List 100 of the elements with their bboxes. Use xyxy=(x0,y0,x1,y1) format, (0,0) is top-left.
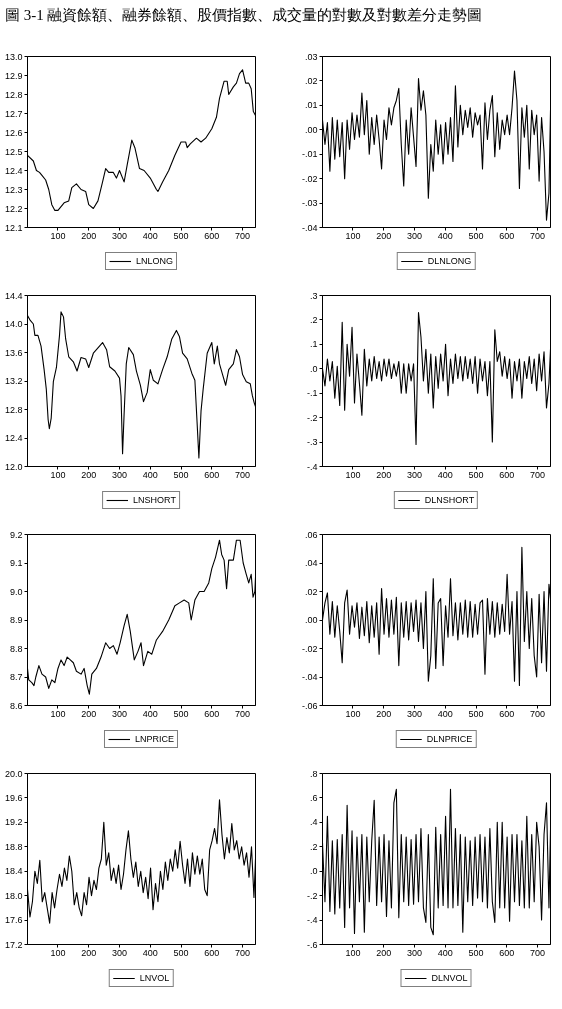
y-tick-label: 12.8 xyxy=(4,89,23,100)
y-tick-label: 12.4 xyxy=(4,433,23,443)
y-tick-label: 20.0 xyxy=(4,768,23,779)
y-tick-label: .06 xyxy=(304,529,318,540)
x-tick-label: 400 xyxy=(142,947,158,958)
y-tick-label: 18.4 xyxy=(4,866,23,877)
x-tick-label: 700 xyxy=(530,708,546,719)
y-tick-label: .0 xyxy=(309,866,318,877)
y-tick-label: .2 xyxy=(309,314,318,325)
y-tick-label: .00 xyxy=(304,124,318,135)
x-tick-label: 500 xyxy=(468,230,484,241)
x-tick-label: 100 xyxy=(50,947,66,958)
x-tick-label: 600 xyxy=(204,947,220,958)
x-tick-label: 400 xyxy=(142,469,158,480)
y-tick-label: 19.6 xyxy=(4,792,23,803)
x-tick-label: 600 xyxy=(499,469,515,480)
x-tick-label: 300 xyxy=(111,708,128,719)
y-tick-label: -.06 xyxy=(301,700,318,711)
x-tick-label: 600 xyxy=(499,947,515,958)
x-tick-label: 200 xyxy=(376,708,392,719)
x-tick-label: 700 xyxy=(530,469,546,480)
x-tick-label: 400 xyxy=(437,230,453,241)
y-tick-label: .0 xyxy=(309,363,318,374)
y-tick-label: 8.7 xyxy=(9,672,23,682)
y-tick-label: -.02 xyxy=(301,173,318,184)
x-tick-label: 400 xyxy=(437,708,453,719)
x-tick-label: 300 xyxy=(111,947,128,958)
y-tick-label: .8 xyxy=(309,768,318,779)
y-tick-label: 12.9 xyxy=(4,70,23,81)
y-tick-label: 12.5 xyxy=(4,146,23,157)
y-tick-label: -.2 xyxy=(307,890,318,901)
y-tick-label: -.2 xyxy=(307,412,318,423)
y-tick-label: .1 xyxy=(309,339,318,350)
x-tick-label: 300 xyxy=(406,230,423,241)
x-tick-label: 100 xyxy=(345,230,361,241)
legend-label: LNLONG xyxy=(135,256,174,266)
x-tick-label: 100 xyxy=(50,708,66,719)
x-tick-label: 200 xyxy=(81,469,97,480)
y-tick-label: 13.6 xyxy=(4,347,23,358)
x-tick-label: 100 xyxy=(50,469,66,480)
x-tick-label: 100 xyxy=(50,230,66,241)
y-tick-label: 18.8 xyxy=(4,841,23,852)
y-tick-label: 12.6 xyxy=(4,127,23,138)
x-tick-label: 700 xyxy=(530,947,546,958)
y-tick-label: 13.2 xyxy=(4,376,23,386)
x-tick-label: 200 xyxy=(81,230,97,241)
y-tick-label: 13.0 xyxy=(4,51,23,62)
x-tick-label: 600 xyxy=(204,230,220,241)
y-tick-label: 8.6 xyxy=(9,700,23,711)
x-tick-label: 500 xyxy=(173,708,189,719)
x-tick-label: 200 xyxy=(81,947,97,958)
y-tick-label: 8.9 xyxy=(9,615,23,625)
y-tick-label: 17.2 xyxy=(4,939,23,950)
y-tick-label: -.1 xyxy=(307,388,318,399)
x-tick-label: 600 xyxy=(499,230,515,241)
y-tick-label: 12.4 xyxy=(4,165,23,176)
x-tick-label: 700 xyxy=(235,469,251,480)
y-tick-label: 12.1 xyxy=(4,222,23,233)
y-tick-label: -.04 xyxy=(301,672,318,682)
x-tick-label: 400 xyxy=(437,469,453,480)
x-tick-label: 300 xyxy=(406,708,423,719)
legend-label: DLNPRICE xyxy=(426,734,473,744)
x-tick-label: 300 xyxy=(406,947,423,958)
x-tick-label: 700 xyxy=(235,708,251,719)
y-tick-label: .03 xyxy=(304,51,318,62)
x-tick-label: 700 xyxy=(530,230,546,241)
x-tick-label: 600 xyxy=(499,708,515,719)
legend-label: DLNSHORT xyxy=(424,495,475,505)
y-tick-label: .01 xyxy=(304,100,318,111)
x-tick-label: 200 xyxy=(376,230,392,241)
x-tick-label: 700 xyxy=(235,230,251,241)
y-tick-label: -.04 xyxy=(301,222,318,233)
y-tick-label: 19.2 xyxy=(4,817,23,828)
x-tick-label: 500 xyxy=(468,947,484,958)
x-tick-label: 300 xyxy=(111,469,128,480)
x-tick-label: 400 xyxy=(142,708,158,719)
y-tick-label: 9.0 xyxy=(9,586,23,597)
y-tick-label: .02 xyxy=(304,586,318,597)
y-tick-label: 12.8 xyxy=(4,404,23,415)
y-tick-label: .6 xyxy=(309,792,318,803)
legend-label: LNSHORT xyxy=(133,495,176,505)
y-tick-label: -.4 xyxy=(307,461,318,472)
y-tick-label: 8.8 xyxy=(9,643,23,654)
x-tick-label: 600 xyxy=(204,708,220,719)
y-tick-label: .2 xyxy=(309,841,318,852)
x-tick-label: 300 xyxy=(111,230,128,241)
legend-label: DLNVOL xyxy=(431,973,468,983)
y-tick-label: .4 xyxy=(309,817,318,828)
x-tick-label: 600 xyxy=(204,469,220,480)
y-tick-label: -.03 xyxy=(301,198,318,209)
x-tick-label: 400 xyxy=(142,230,158,241)
y-tick-label: .3 xyxy=(309,290,318,301)
x-tick-label: 500 xyxy=(173,230,189,241)
y-tick-label: 12.0 xyxy=(4,461,23,472)
y-tick-label: .02 xyxy=(304,75,318,86)
chart-title: 圖 3-1 融資餘額、融券餘額、股價指數、成交量的對數及對數差分走勢圖 xyxy=(5,6,483,25)
y-tick-label: -.3 xyxy=(307,437,318,448)
y-tick-label: -.02 xyxy=(301,643,318,654)
y-tick-label: 14.4 xyxy=(4,290,23,301)
y-tick-label: 14.0 xyxy=(4,319,23,329)
